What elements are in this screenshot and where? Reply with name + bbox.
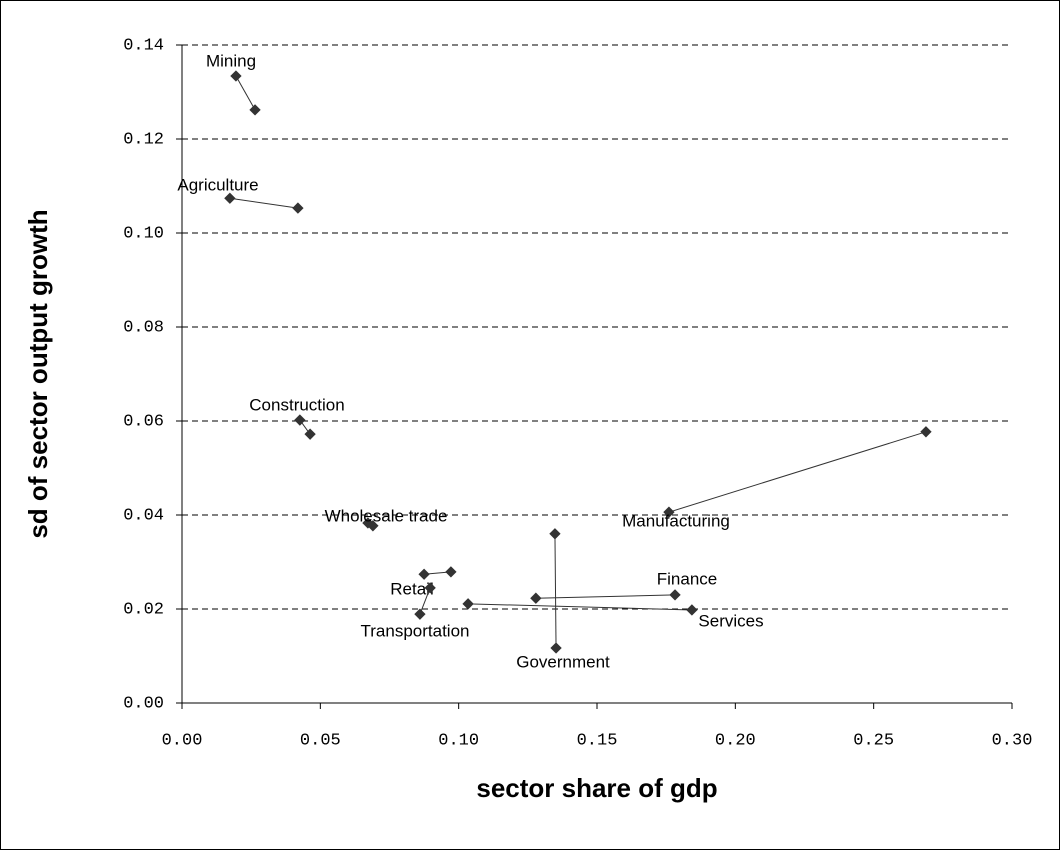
x-tick-label: 0.00 bbox=[162, 731, 203, 750]
point bbox=[445, 566, 457, 578]
x-tick-label: 0.20 bbox=[715, 731, 756, 750]
x-tick-label: 0.05 bbox=[300, 731, 341, 750]
point bbox=[669, 589, 681, 601]
point bbox=[686, 604, 698, 616]
point-label: Services bbox=[698, 611, 763, 630]
connector-line bbox=[235, 75, 256, 111]
point bbox=[462, 598, 474, 610]
point-label: Wholesale trade bbox=[325, 506, 448, 525]
point-label: Transportation bbox=[361, 621, 470, 640]
y-tick-label: 0.00 bbox=[123, 694, 164, 713]
y-tick-label: 0.04 bbox=[123, 506, 164, 525]
point-label: Mining bbox=[206, 51, 256, 70]
connector-line bbox=[535, 594, 676, 599]
y-tick-label: 0.10 bbox=[123, 224, 164, 243]
point bbox=[418, 568, 430, 580]
y-tick-label: 0.08 bbox=[123, 318, 164, 337]
x-axis-title: sector share of gdp bbox=[476, 773, 717, 803]
point-label: Manufacturing bbox=[622, 511, 730, 530]
point bbox=[424, 582, 436, 594]
connector-line bbox=[229, 197, 298, 209]
connector-line bbox=[668, 431, 927, 513]
point-label: Government bbox=[516, 652, 610, 671]
point-label: Finance bbox=[657, 569, 717, 588]
point bbox=[292, 202, 304, 214]
point bbox=[920, 426, 932, 438]
point bbox=[414, 608, 426, 620]
x-tick-label: 0.30 bbox=[992, 731, 1033, 750]
connector-line bbox=[468, 603, 692, 611]
point bbox=[224, 192, 236, 204]
connector-line bbox=[554, 533, 557, 649]
x-tick-label: 0.15 bbox=[577, 731, 618, 750]
y-tick-label: 0.14 bbox=[123, 36, 164, 55]
point bbox=[549, 528, 561, 540]
point-label: Construction bbox=[249, 395, 344, 414]
y-axis-title: sd of sector output growth bbox=[23, 209, 53, 538]
y-tick-label: 0.02 bbox=[123, 600, 164, 619]
y-tick-label: 0.06 bbox=[123, 412, 164, 431]
point bbox=[304, 428, 316, 440]
point bbox=[530, 592, 542, 604]
x-tick-label: 0.10 bbox=[438, 731, 479, 750]
y-tick-label: 0.12 bbox=[123, 130, 164, 149]
point-label: Retail bbox=[390, 579, 433, 598]
x-tick-label: 0.25 bbox=[853, 731, 894, 750]
point bbox=[367, 520, 379, 532]
connector-line bbox=[419, 587, 431, 615]
point bbox=[550, 642, 562, 654]
point bbox=[294, 414, 306, 426]
point bbox=[663, 506, 675, 518]
point-label: Agriculture bbox=[177, 175, 258, 194]
